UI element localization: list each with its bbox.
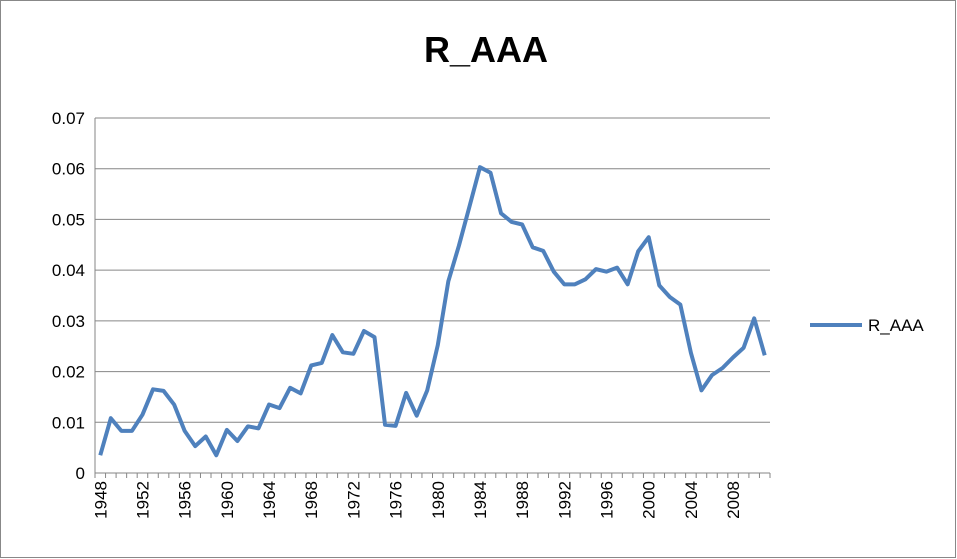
y-tick-label: 0.06 bbox=[52, 160, 85, 179]
x-tick-label: 1988 bbox=[513, 481, 532, 519]
x-tick-label: 2004 bbox=[682, 481, 701, 519]
x-tick-label: 1992 bbox=[555, 481, 574, 519]
legend-label: R_AAA bbox=[868, 316, 924, 335]
x-tick-label: 1960 bbox=[218, 481, 237, 519]
x-tick-label: 1968 bbox=[302, 481, 321, 519]
x-tick-label: 1976 bbox=[387, 481, 406, 519]
y-tick-label: 0.04 bbox=[52, 261, 85, 280]
y-tick-label: 0 bbox=[76, 464, 85, 483]
x-tick-label: 1952 bbox=[133, 481, 152, 519]
x-tick-label: 1996 bbox=[598, 481, 617, 519]
x-tick-label: 1948 bbox=[91, 481, 110, 519]
y-tick-label: 0.05 bbox=[52, 210, 85, 229]
y-tick-label: 0.07 bbox=[52, 109, 85, 128]
x-tick-label: 1980 bbox=[429, 481, 448, 519]
y-tick-label: 0.01 bbox=[52, 413, 85, 432]
x-tick-label: 1964 bbox=[260, 481, 279, 519]
y-tick-label: 0.03 bbox=[52, 312, 85, 331]
x-tick-label: 1984 bbox=[471, 481, 490, 519]
x-tick-label: 1972 bbox=[344, 481, 363, 519]
chart-title: R_AAA bbox=[424, 29, 548, 70]
data-line bbox=[98, 165, 767, 458]
x-tick-label: 2000 bbox=[640, 481, 659, 519]
y-tick-label: 0.02 bbox=[52, 363, 85, 382]
x-tick-label: 2008 bbox=[724, 481, 743, 519]
x-tick-label: 1956 bbox=[176, 481, 195, 519]
